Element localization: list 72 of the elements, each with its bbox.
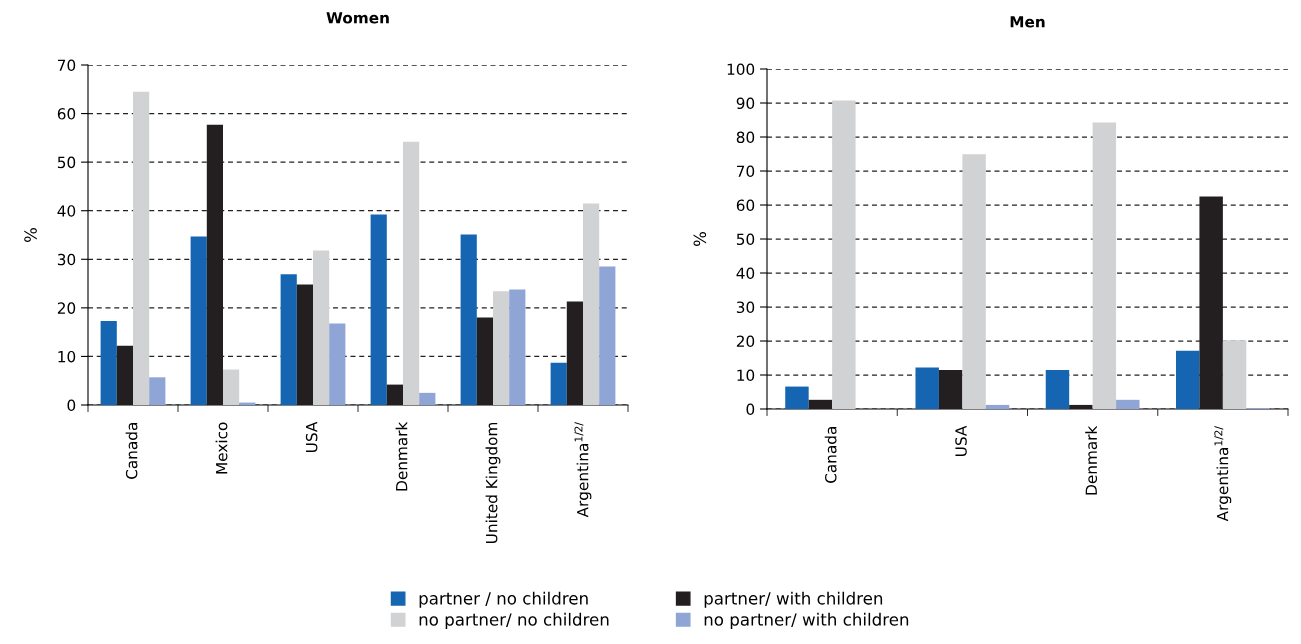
bar (460, 234, 477, 405)
x-tick-label: United Kingdom (485, 422, 501, 543)
legend-label: no partner/ with children (704, 612, 909, 629)
bar (133, 91, 150, 405)
y-tick-label: 60 (57, 108, 76, 120)
y-tick-label: 90 (736, 97, 755, 110)
y-tick-label: 30 (736, 301, 755, 314)
x-tick-label: Argentina$^{1/2/}$ (574, 422, 592, 518)
bar (329, 323, 346, 405)
x-tick-label: Canada (125, 423, 138, 479)
x-tick-label: Denmark (1085, 425, 1098, 495)
bar (915, 367, 939, 409)
y-tick-label: 30 (57, 253, 76, 266)
bar (1092, 122, 1117, 409)
x-tick-label: Mexico (215, 422, 228, 474)
x-tick-label: USA (305, 421, 318, 452)
y-tick-label: 70 (737, 165, 755, 178)
bar (808, 399, 833, 409)
bar (403, 141, 420, 405)
bar (296, 284, 313, 405)
bar (476, 317, 493, 405)
bar (832, 100, 856, 409)
chart-title: Women (326, 12, 389, 24)
bar (583, 203, 600, 405)
bar (223, 369, 240, 405)
y-tick-label: 80 (736, 131, 755, 144)
bar (1045, 369, 1070, 409)
x-tick-label: USA (955, 425, 967, 456)
chart-title: Men (1010, 16, 1045, 28)
bar (280, 274, 297, 405)
y-tick-label: 20 (57, 302, 76, 314)
bar (190, 236, 207, 405)
bar (100, 320, 117, 405)
bar (386, 384, 403, 405)
y-tick-label: 10 (737, 369, 755, 382)
x-tick-label: Denmark (395, 421, 408, 491)
bar (149, 377, 166, 405)
bar (785, 386, 809, 409)
legend-label: partner / no children (419, 591, 588, 608)
bar (962, 154, 986, 409)
bar (116, 345, 133, 405)
bar (1069, 404, 1093, 409)
y-tick-label: 40 (57, 205, 76, 217)
y-tick-label: 100 (727, 63, 755, 76)
bar (493, 291, 510, 405)
y-tick-label: 0 (746, 403, 755, 416)
bar (370, 214, 387, 405)
y-tick-label: 60 (736, 199, 755, 212)
y-tick-label: 50 (57, 156, 76, 169)
y-axis-title: % (693, 232, 707, 246)
bar (419, 392, 436, 405)
y-tick-label: 10 (58, 350, 76, 363)
x-tick-label: Argentina$^{1/2/}$ (1214, 426, 1232, 522)
legend-label: no partner/ no children (419, 612, 609, 629)
y-tick-label: 0 (67, 399, 76, 412)
bar (938, 369, 963, 409)
y-tick-label: 50 (736, 233, 755, 246)
legend-label: partner/ with children (704, 591, 883, 608)
bar (566, 301, 583, 405)
bar (313, 250, 330, 405)
y-tick-label: 20 (736, 335, 755, 348)
bar (599, 266, 616, 405)
x-tick-label: Canada (824, 427, 837, 483)
bar (1175, 350, 1200, 409)
y-axis-title: % (24, 228, 37, 242)
bar (550, 362, 567, 405)
bar (985, 404, 1010, 409)
bar (509, 289, 526, 405)
bar (1222, 340, 1247, 409)
y-tick-label: 40 (736, 267, 755, 280)
bar (1116, 399, 1140, 409)
y-tick-label: 70 (58, 59, 76, 72)
